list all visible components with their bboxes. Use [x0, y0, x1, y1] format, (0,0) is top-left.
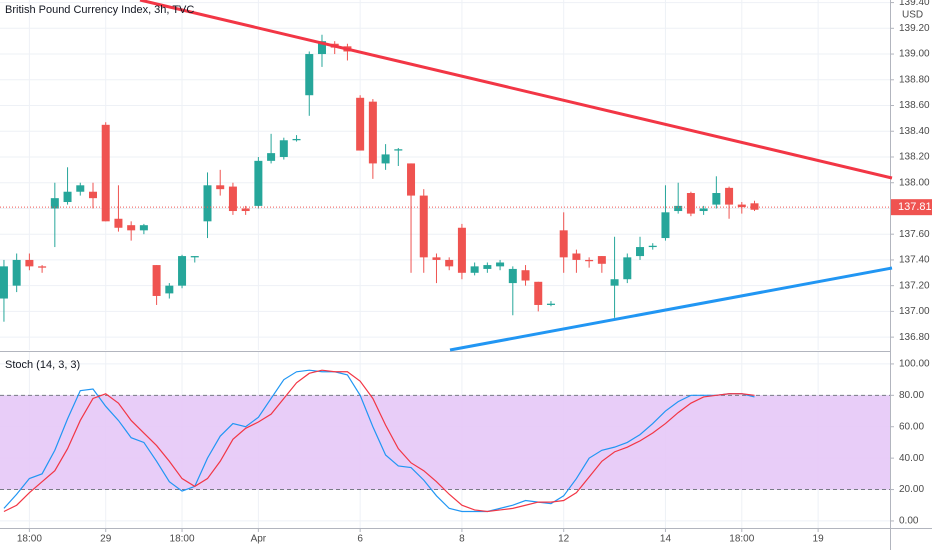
- y-tick-label: 136.80: [899, 332, 930, 343]
- stoch-line: [3, 369, 755, 513]
- band-fill: [0, 395, 890, 490]
- candle-body: [572, 253, 581, 260]
- candle-body: [152, 265, 161, 296]
- x-tick-label: 12: [558, 534, 570, 545]
- candle-body: [381, 154, 390, 164]
- candle-body: [127, 225, 136, 231]
- candle-body: [636, 247, 645, 257]
- candle-body: [0, 266, 8, 299]
- candle-body: [432, 257, 441, 260]
- candle-body: [585, 259, 594, 262]
- candle-body: [356, 97, 365, 151]
- candle-body: [241, 208, 250, 212]
- candle-body: [165, 285, 174, 294]
- y-tick-label: 20.00: [899, 484, 924, 495]
- candle-body: [750, 203, 759, 210]
- x-tick-label: 8: [459, 534, 465, 545]
- candle-body: [686, 193, 695, 214]
- candle-body: [305, 54, 314, 96]
- candle-body: [254, 160, 263, 206]
- x-tick-label: 18:00: [170, 534, 195, 545]
- candle-body: [178, 256, 187, 286]
- candle-body: [546, 303, 555, 305]
- candle-body: [521, 270, 530, 281]
- y-tick-label: 139.40: [899, 0, 930, 8]
- y-tick-label: 138.20: [899, 152, 930, 163]
- stoch-line: [3, 369, 755, 513]
- candle-body: [407, 163, 416, 196]
- x-tick-label: 29: [100, 534, 112, 545]
- y-tick-label: 100.00: [899, 359, 930, 370]
- y-tick-label: 138.60: [899, 100, 930, 111]
- candle-body: [203, 185, 212, 222]
- x-tick-label: Apr: [251, 534, 267, 545]
- y-tick-label: 137.60: [899, 229, 930, 240]
- candle-body: [737, 204, 746, 208]
- candle-body: [25, 259, 34, 267]
- y-tick-label: 137.40: [899, 255, 930, 266]
- trend-line-support: [449, 266, 893, 352]
- x-tick-label: 19: [813, 534, 825, 545]
- candle-body: [496, 262, 505, 267]
- y-tick-label: 80.00: [899, 390, 924, 401]
- candle-body: [12, 259, 21, 286]
- y-tick-label: 60.00: [899, 421, 924, 432]
- candle-body: [139, 225, 148, 231]
- y-tick-label: 138.80: [899, 74, 930, 85]
- candle-body: [101, 124, 110, 222]
- candle-body: [445, 259, 454, 267]
- candle-body: [267, 153, 276, 161]
- chart-title: British Pound Currency Index, 3h, TVC: [5, 4, 194, 16]
- candle-body: [712, 193, 721, 205]
- candle-body: [534, 281, 543, 305]
- candle-body: [114, 218, 123, 228]
- last-price-box: [891, 199, 932, 216]
- candle-body: [597, 256, 606, 264]
- candle-body: [623, 257, 632, 280]
- y-tick-label: 138.40: [899, 126, 930, 137]
- candle-body: [394, 149, 403, 151]
- candle-body: [661, 212, 670, 239]
- x-tick-label: 14: [660, 534, 672, 545]
- candle-body: [470, 266, 479, 273]
- x-tick-label: 18:00: [17, 534, 42, 545]
- candle-body: [216, 185, 225, 190]
- y-tick-label: 139.00: [899, 49, 930, 60]
- candle-body: [368, 101, 377, 164]
- y-tick-label: 40.00: [899, 453, 924, 464]
- candle-body: [610, 279, 619, 286]
- x-tick-label: 6: [357, 534, 363, 545]
- trend-line-resistance: [139, 0, 893, 180]
- candle-body: [228, 186, 237, 212]
- y-tick-label: 0.00: [899, 516, 919, 527]
- currency-label: USD: [902, 10, 923, 21]
- candle-body: [674, 205, 683, 212]
- x-tick-label: 18:00: [729, 534, 754, 545]
- candle-body: [88, 191, 97, 199]
- candle-body: [648, 245, 657, 248]
- y-tick-label: 137.00: [899, 306, 930, 317]
- y-tick-label: 138.00: [899, 177, 930, 188]
- candle-body: [483, 265, 492, 269]
- last-price-label: 137.81: [898, 201, 932, 213]
- candle-body: [190, 256, 199, 258]
- candle-body: [725, 187, 734, 205]
- y-tick-label: 139.20: [899, 23, 930, 34]
- candle-body: [699, 208, 708, 212]
- candle-body: [292, 138, 301, 141]
- candle-body: [279, 140, 288, 157]
- candle-body: [76, 185, 85, 192]
- candle-body: [419, 195, 428, 258]
- candle-body: [317, 41, 326, 55]
- indicator-title: Stoch (14, 3, 3): [5, 359, 80, 371]
- candle-body: [38, 266, 47, 268]
- y-tick-label: 137.20: [899, 280, 930, 291]
- candle-body: [508, 268, 517, 284]
- candle-body: [559, 230, 568, 258]
- candle-body: [50, 198, 59, 209]
- candle-body: [457, 227, 466, 273]
- candle-body: [63, 191, 72, 203]
